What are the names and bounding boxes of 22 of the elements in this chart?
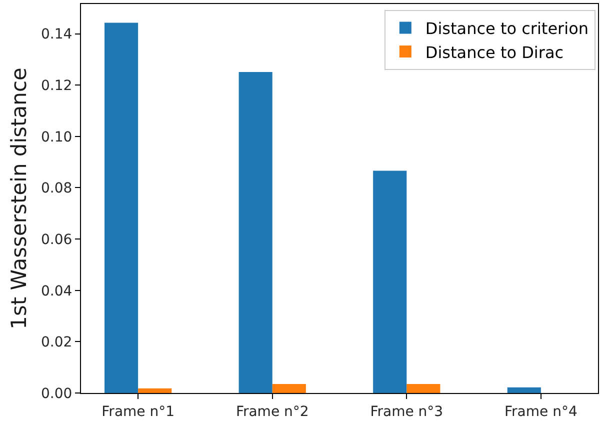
x-tick-label: Frame n°4 [504,404,578,420]
bar [507,387,541,393]
bar [104,22,138,393]
y-tick-label: 0.14 [41,26,72,43]
y-tick-label: 0.00 [41,386,72,402]
bar [406,384,440,393]
y-tick-label: 0.02 [41,334,72,351]
y-tick-label: 0.12 [41,78,72,94]
y-tick-label: 0.10 [41,129,72,146]
y-axis-title: 1st Wasserstein distance [7,68,32,330]
legend-label: Distance to Dirac [425,42,564,62]
bar [138,388,172,393]
y-tick-label: 0.08 [41,180,72,197]
x-tick-label: Frame n°3 [370,404,444,420]
bar [238,72,272,393]
y-tick-label: 0.06 [41,232,72,248]
bar [272,384,306,393]
x-tick-label: Frame n°1 [102,404,174,420]
bar [373,170,407,393]
y-tick-label: 0.04 [41,283,72,300]
x-tick-label: Frame n°2 [236,404,309,420]
legend-label: Distance to criterion [425,18,589,38]
